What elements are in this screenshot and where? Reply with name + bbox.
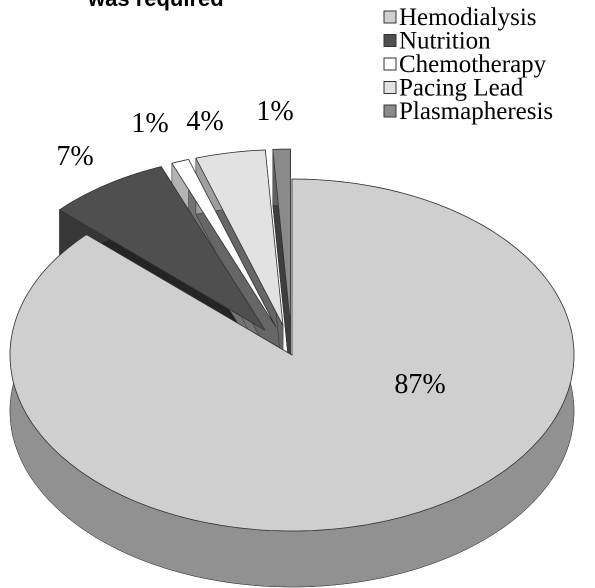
data-label: 87% [394,369,445,400]
legend-label: Plasmapheresis [399,98,553,125]
chart-title: was required [87,0,224,11]
slice [9,178,575,532]
data-label: 1% [131,108,168,139]
data-label: 1% [256,96,293,127]
slice [272,148,291,326]
slice [171,159,277,328]
slice [195,149,284,326]
legend: HemodialysisNutritionChemotherapyPacing … [383,4,553,125]
legend-swatch [383,104,397,118]
pie: 87% 7% 1% 4% 1% [9,96,575,588]
legend-label: Chemotherapy [399,51,547,78]
legend-swatch [383,10,397,24]
legend-label: Nutrition [399,28,491,55]
legend-label: Hemodialysis [399,4,537,31]
legend-swatch [383,57,397,71]
slice [58,166,266,331]
legend-swatch [383,34,397,47]
data-label: 7% [56,141,93,172]
legend-swatch [383,81,397,94]
data-label: 4% [186,106,223,137]
legend-label: Pacing Lead [399,75,524,102]
